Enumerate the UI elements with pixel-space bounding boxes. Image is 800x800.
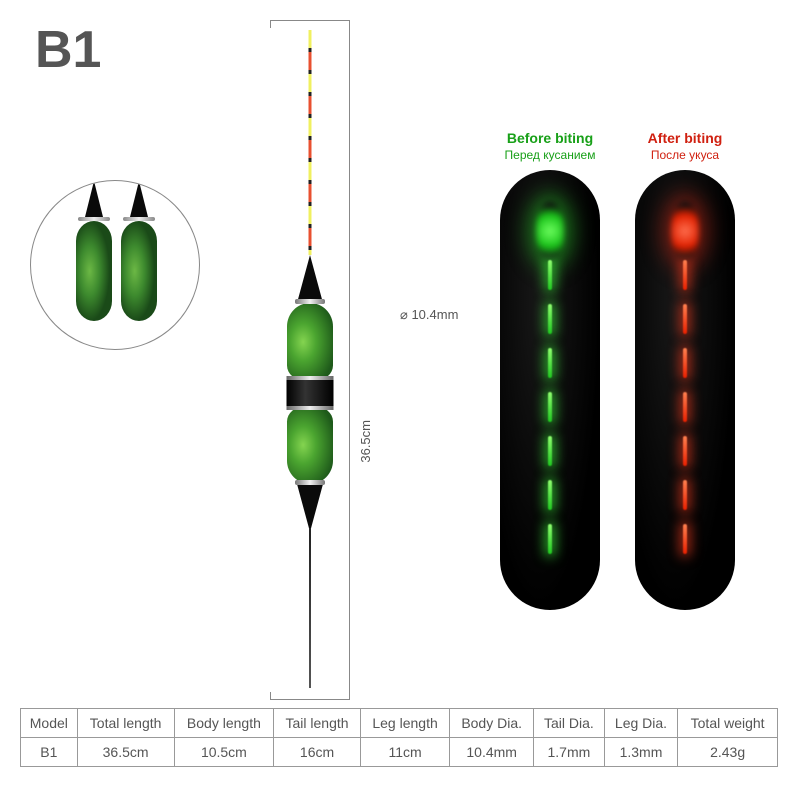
float-leg [309,528,311,688]
table-cell: 2.43g [678,738,778,767]
after-glow [671,202,699,260]
table-header-cell: Tail Dia. [534,709,605,738]
table-cell: B1 [21,738,78,767]
dimension-line [349,28,350,693]
float-mid-band [287,378,334,408]
float-mid-ring-1 [287,376,334,380]
before-pill [500,170,600,610]
after-led-stick [683,260,687,590]
float-ring-bottom [295,480,325,485]
float-ring-top [295,299,325,304]
table-cell: 1.3mm [604,738,678,767]
diameter-label: ⌀ 10.4mm [400,307,458,323]
after-pill [635,170,735,610]
after-title-ru: После укуса [630,148,740,162]
table-header-row: ModelTotal lengthBody lengthTail lengthL… [21,709,778,738]
table-cell: 16cm [274,738,361,767]
table-header-cell: Total length [77,709,174,738]
main-float-diagram: 36.5cm [230,20,400,700]
table-row: B136.5cm10.5cm16cm11cm10.4mm1.7mm1.3mm2.… [21,738,778,767]
detail-float-left [76,180,112,350]
float-antenna [309,30,312,255]
table-header-cell: Leg length [360,709,449,738]
before-title-en: Before biting [495,130,605,146]
detail-float-right [121,180,157,350]
dimension-bracket-bottom [270,692,350,700]
table-header-cell: Model [21,709,78,738]
fishing-float [285,30,335,690]
float-mid-ring-2 [287,406,334,410]
table-cell: 36.5cm [77,738,174,767]
table-cell: 10.4mm [450,738,534,767]
after-title-en: After biting [630,130,740,146]
table-header-cell: Body Dia. [450,709,534,738]
float-body-upper [287,303,333,381]
detail-closeup-circle [30,180,200,350]
table-cell: 10.5cm [174,738,274,767]
table-header-cell: Total weight [678,709,778,738]
before-led-stick [548,260,552,590]
dimension-bracket-top [270,20,350,28]
before-title-ru: Перед кусанием [495,148,605,162]
float-cone-top [297,255,323,303]
before-glow [536,202,564,260]
state-after-biting: After biting После укуса [630,130,740,610]
table-header-cell: Tail length [274,709,361,738]
table-header-cell: Body length [174,709,274,738]
table-cell: 11cm [360,738,449,767]
float-body-lower [287,406,333,484]
table-cell: 1.7mm [534,738,605,767]
total-length-label: 36.5cm [358,420,373,463]
table-header-cell: Leg Dia. [604,709,678,738]
state-before-biting: Before biting Перед кусанием [495,130,605,610]
spec-table: ModelTotal lengthBody lengthTail lengthL… [20,708,778,767]
float-cone-bottom [297,484,323,532]
model-title: B1 [35,20,101,80]
